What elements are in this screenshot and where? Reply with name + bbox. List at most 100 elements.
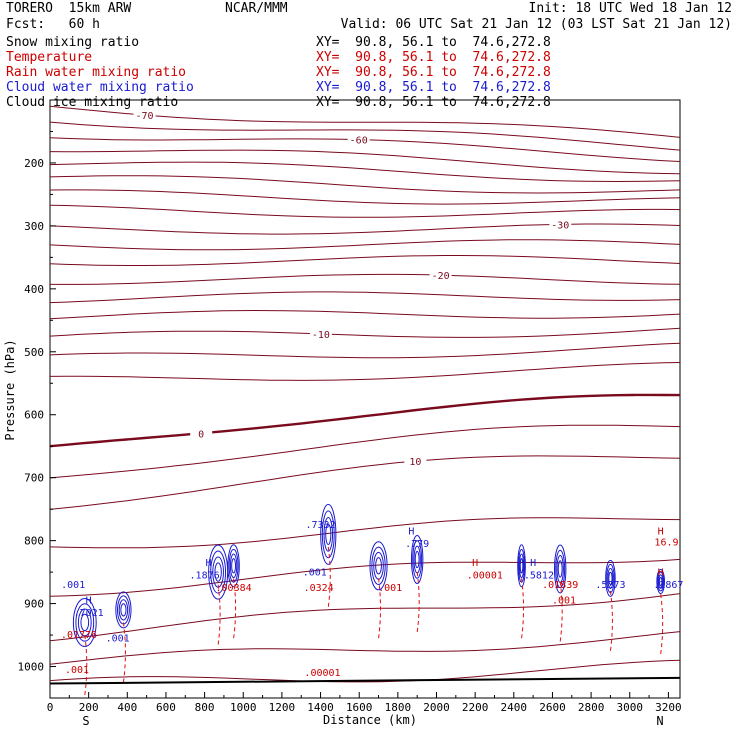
cloud-water-contour bbox=[658, 576, 663, 587]
isotherm-13 bbox=[49, 309, 681, 320]
cloud-water-contour bbox=[229, 553, 238, 579]
cloud-water-contour bbox=[115, 591, 132, 629]
cloud-water-contour bbox=[208, 544, 229, 600]
x-axis-label: Distance (km) bbox=[323, 713, 417, 727]
cloud-water-contour bbox=[607, 567, 614, 589]
marker-label: .00384 bbox=[216, 583, 252, 594]
isotherm-11 bbox=[50, 273, 681, 285]
low-isotherm-4 bbox=[49, 659, 681, 683]
marker-label: H bbox=[408, 526, 414, 537]
marker-label: .1876 bbox=[190, 570, 220, 581]
marker-label: .001 bbox=[106, 633, 130, 644]
x-tick-label-600: 600 bbox=[156, 701, 176, 714]
field-snow-name: Snow mixing ratio bbox=[6, 35, 140, 50]
isotherm-6 bbox=[49, 189, 681, 205]
marker-label: 16.9 bbox=[654, 538, 678, 549]
marker-label: .01839 bbox=[542, 580, 578, 591]
rain-contour bbox=[416, 572, 420, 633]
y-tick-label-500: 500 bbox=[24, 346, 44, 359]
y-tick-label-700: 700 bbox=[24, 472, 44, 485]
isotherm-19 bbox=[49, 455, 681, 510]
rain-contour bbox=[233, 578, 237, 639]
cloud-water-contour bbox=[414, 550, 420, 569]
isotherm-label--70: -70 bbox=[135, 111, 153, 122]
right-endpoint-label: N bbox=[656, 714, 663, 728]
x-tick-label-0: 0 bbox=[47, 701, 54, 714]
rain-contour bbox=[660, 594, 664, 655]
x-tick-label-1000: 1000 bbox=[230, 701, 257, 714]
cloud-water-contour bbox=[75, 603, 95, 642]
field-cloudwater-xy: XY= 90.8, 56.1 to 74.6,272.8 bbox=[316, 80, 551, 95]
x-tick-label-200: 200 bbox=[79, 701, 99, 714]
rain-contour bbox=[559, 581, 563, 642]
isotherm-label-bg bbox=[309, 327, 332, 339]
low-isotherm-3 bbox=[49, 631, 681, 665]
cloud-water-contour bbox=[656, 569, 665, 595]
cloud-water-contour bbox=[555, 549, 566, 589]
x-tick-label-400: 400 bbox=[117, 701, 137, 714]
init-time: Init: 18 UTC Wed 18 Jan 12 bbox=[528, 1, 733, 16]
marker-label: .7021 bbox=[74, 608, 104, 619]
model-title: TORERO 15km ARW bbox=[6, 1, 132, 16]
field-cloudice-name: Cloud ice mixing ratio bbox=[6, 95, 179, 110]
isotherm-label-bg bbox=[549, 218, 572, 230]
field-snow-xy: XY= 90.8, 56.1 to 74.6,272.8 bbox=[316, 35, 551, 50]
isotherm-7 bbox=[49, 204, 681, 218]
isotherm-1 bbox=[49, 121, 681, 151]
isotherm-18 bbox=[49, 424, 681, 479]
cloud-water-contour bbox=[605, 559, 616, 597]
x-tick-label-800: 800 bbox=[195, 701, 215, 714]
terrain-line bbox=[49, 676, 681, 685]
cloud-water-contour bbox=[210, 550, 227, 594]
isotherm-8 bbox=[49, 223, 681, 235]
low-isotherm-0 bbox=[49, 517, 681, 549]
isotherm-5 bbox=[49, 175, 681, 194]
isotherm-3 bbox=[49, 149, 681, 175]
left-endpoint-label: S bbox=[82, 714, 89, 728]
cloud-water-contour bbox=[227, 544, 240, 588]
marker-label: .5812 bbox=[524, 570, 554, 581]
rain-contour bbox=[378, 578, 382, 639]
field-temperature-name: Temperature bbox=[6, 50, 93, 65]
cloud-water-contour bbox=[325, 523, 332, 546]
isotherm-label-bg bbox=[133, 109, 156, 121]
cloud-water-contour bbox=[323, 517, 334, 552]
marker-label: .0324 bbox=[304, 583, 334, 594]
cloud-water-contour bbox=[118, 599, 129, 621]
isotherm-label-bg bbox=[190, 427, 213, 439]
y-tick-label-800: 800 bbox=[24, 535, 44, 548]
field-cloudice-xy: XY= 90.8, 56.1 to 74.6,272.8 bbox=[316, 95, 551, 110]
low-isotherm-1 bbox=[49, 558, 681, 597]
marker-label: .7332 bbox=[305, 520, 335, 531]
cloud-water-contour bbox=[410, 535, 424, 585]
cloud-water-contour bbox=[657, 571, 665, 592]
field-rain-name: Rain water mixing ratio bbox=[6, 65, 187, 80]
y-axis-label: Pressure (hPa) bbox=[3, 339, 17, 440]
isotherm-14 bbox=[49, 327, 681, 338]
cloud-water-contour bbox=[517, 544, 526, 588]
isotherm-label-bg bbox=[429, 269, 452, 281]
forecast-hour: Fcst: 60 h bbox=[6, 17, 100, 32]
cloud-water-contour bbox=[412, 540, 423, 579]
markers-layer: H.1876.00384.001H.7021.01776.001.001.733… bbox=[61, 520, 684, 679]
rain-contour bbox=[521, 578, 525, 639]
isotherm-label--30: -30 bbox=[551, 220, 569, 231]
field-temperature-xy: XY= 90.8, 56.1 to 74.6,272.8 bbox=[316, 50, 551, 65]
cloud-water-contour bbox=[369, 541, 388, 591]
axes-layer: 0 200 400 600 800 1000 1200 1400 1600 1800 2000 220… bbox=[18, 130, 682, 714]
cloud-water-contour bbox=[553, 544, 567, 594]
isotherm-label-bg bbox=[347, 133, 370, 145]
marker-label: .01776 bbox=[61, 630, 97, 641]
cloud-water-contour bbox=[519, 558, 524, 574]
marker-label: H bbox=[530, 558, 536, 569]
isotherm-label-10: 10 bbox=[409, 457, 421, 468]
isotherm-label--20: -20 bbox=[432, 271, 450, 282]
isotherm-label-0: 0 bbox=[198, 429, 204, 440]
x-tick-label-1400: 1400 bbox=[307, 701, 334, 714]
cloud-water-contour bbox=[658, 574, 664, 589]
isotherm-label--10: -10 bbox=[312, 330, 330, 341]
x-tick-label-2400: 2400 bbox=[501, 701, 528, 714]
y-tick-label-300: 300 bbox=[24, 220, 44, 233]
rain-contour bbox=[122, 622, 126, 683]
